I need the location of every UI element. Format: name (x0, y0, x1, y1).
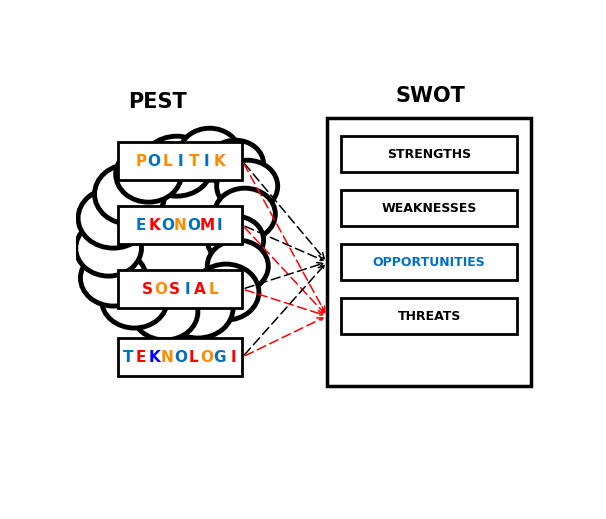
Text: A: A (195, 282, 206, 296)
Text: T: T (188, 154, 199, 169)
Circle shape (99, 162, 259, 298)
Text: G: G (214, 349, 226, 364)
Text: O: O (155, 282, 167, 296)
Circle shape (118, 210, 240, 314)
Text: T: T (122, 349, 133, 364)
Circle shape (95, 164, 165, 224)
Text: OPPORTUNITIES: OPPORTUNITIES (373, 255, 485, 269)
Text: M: M (199, 217, 215, 233)
Text: E: E (136, 349, 146, 364)
Circle shape (102, 272, 167, 328)
Circle shape (207, 216, 264, 264)
Text: S: S (142, 282, 153, 296)
Circle shape (193, 264, 259, 320)
Circle shape (162, 278, 233, 338)
Text: K: K (148, 349, 160, 364)
Text: STRENGTHS: STRENGTHS (387, 148, 471, 161)
Text: S: S (168, 282, 179, 296)
FancyBboxPatch shape (341, 136, 518, 172)
Circle shape (142, 136, 212, 196)
Text: I: I (204, 154, 210, 169)
Text: O: O (187, 217, 200, 233)
Text: I: I (178, 154, 183, 169)
FancyBboxPatch shape (341, 244, 518, 280)
Circle shape (81, 250, 146, 306)
Text: L: L (208, 282, 218, 296)
FancyBboxPatch shape (327, 118, 531, 386)
Text: K: K (214, 154, 226, 169)
Circle shape (215, 188, 275, 240)
FancyBboxPatch shape (118, 142, 242, 180)
Circle shape (217, 160, 278, 212)
Text: O: O (148, 154, 161, 169)
FancyBboxPatch shape (341, 298, 518, 334)
Circle shape (76, 220, 142, 276)
Text: L: L (189, 349, 198, 364)
Circle shape (207, 140, 264, 188)
Text: I: I (217, 217, 223, 233)
Circle shape (132, 284, 198, 340)
Text: I: I (184, 282, 190, 296)
Text: P: P (136, 154, 147, 169)
Text: N: N (174, 217, 187, 233)
Text: O: O (161, 217, 174, 233)
Circle shape (116, 146, 181, 202)
Text: THREATS: THREATS (398, 309, 461, 322)
Text: WEAKNESSES: WEAKNESSES (381, 202, 477, 215)
Circle shape (90, 182, 202, 278)
Text: I: I (230, 349, 236, 364)
Text: E: E (136, 217, 146, 233)
Text: K: K (148, 217, 160, 233)
FancyBboxPatch shape (118, 270, 242, 308)
Circle shape (179, 128, 240, 180)
Text: O: O (174, 349, 187, 364)
Text: L: L (162, 154, 172, 169)
Text: SWOT: SWOT (395, 86, 465, 106)
Text: N: N (161, 349, 174, 364)
Circle shape (118, 146, 240, 250)
FancyBboxPatch shape (341, 190, 518, 226)
Text: PEST: PEST (128, 92, 187, 112)
Circle shape (207, 240, 268, 292)
FancyBboxPatch shape (118, 338, 242, 376)
Text: O: O (200, 349, 213, 364)
Circle shape (78, 188, 148, 248)
FancyBboxPatch shape (118, 206, 242, 244)
Circle shape (151, 182, 264, 278)
